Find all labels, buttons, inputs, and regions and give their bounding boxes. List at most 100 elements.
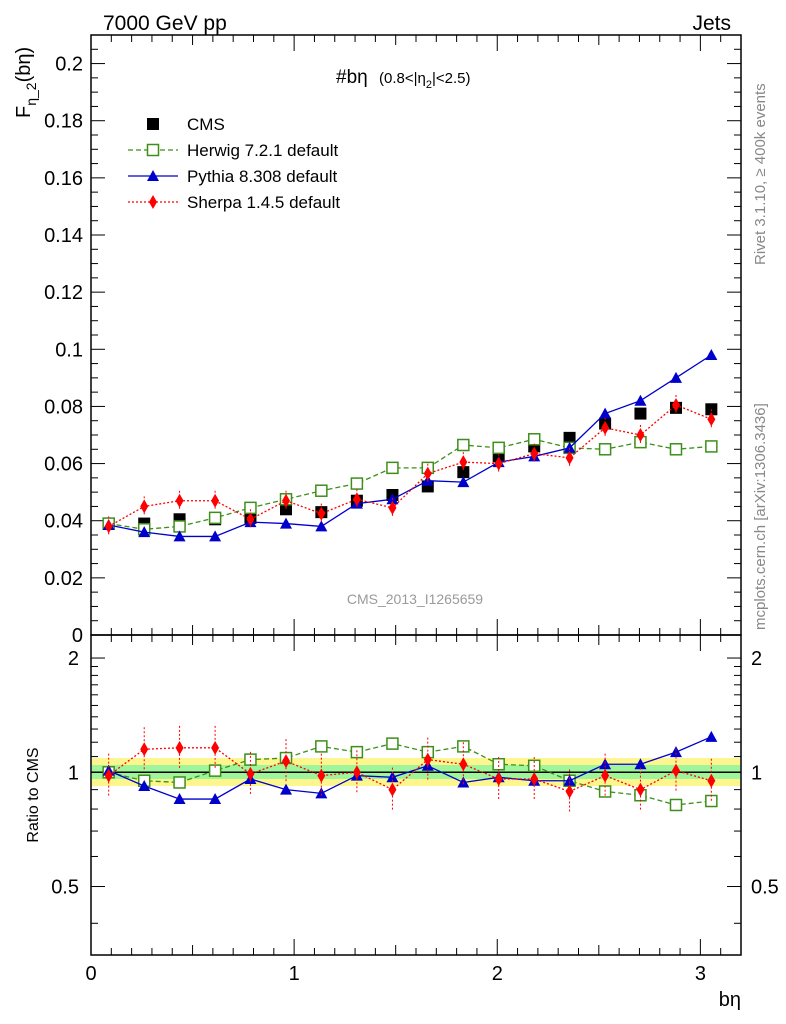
point-herwig-7-2-1-default [705, 440, 718, 453]
point-sherpa-1-4-5-default [388, 500, 397, 515]
point-cms [280, 503, 292, 516]
ratio-tick-label-left: 2 [68, 648, 79, 670]
point-pythia-8-308-default [315, 520, 328, 532]
point-sherpa-1-4-5-default [530, 446, 539, 461]
y-tick-label: 0.06 [44, 454, 83, 476]
ratio-point-herwig-7-2-1-default [208, 764, 222, 777]
x-tick-label: 3 [695, 963, 706, 985]
point-cms [563, 431, 576, 444]
legend-label-sherpa-1-4-5-default: Sherpa 1.4.5 default [187, 193, 340, 212]
ratio-point-herwig-7-2-1-default [244, 753, 257, 766]
ratio-point-herwig-7-2-1-default [315, 740, 328, 753]
ratio-point-sherpa-1-4-5-default [636, 782, 645, 797]
point-herwig-7-2-1-default [208, 511, 222, 525]
ratio-point-sherpa-1-4-5-default [707, 773, 716, 788]
ratio-line-sherpa-1-4-5-default [108, 747, 712, 793]
ratio-point-herwig-7-2-1-default [492, 757, 505, 771]
y-tick-label: 0.04 [44, 511, 83, 533]
legend-marker-sherpa-1-4-5-default [149, 195, 157, 209]
point-cms [634, 407, 647, 420]
y-tick-label: 0.14 [44, 225, 83, 247]
axes: 0 0.02 0.04 0.06 0.08 0.1 0.12 0.14 0.16 0.18 0.2 0… [44, 35, 779, 985]
point-sherpa-1-4-5-default [459, 455, 468, 470]
ratio-point-pythia-8-308-default [209, 793, 222, 805]
ratio-point-sherpa-1-4-5-default [565, 784, 574, 799]
ratio-point-sherpa-1-4-5-default [211, 740, 220, 755]
ratio-point-herwig-7-2-1-default [386, 737, 399, 750]
ratio-point-pythia-8-308-default [457, 776, 470, 788]
y-tick-label: 0.18 [44, 111, 83, 133]
ratio-point-herwig-7-2-1-default [705, 794, 718, 808]
y-axis-label: Fη_2(bη) [13, 47, 39, 118]
point-sherpa-1-4-5-default [423, 466, 432, 481]
ratio-point-sherpa-1-4-5-default [601, 768, 610, 783]
y-tick-label: 0.16 [44, 168, 83, 190]
ratio-point-pythia-8-308-default [315, 787, 328, 799]
ratio-point-sherpa-1-4-5-default [352, 765, 361, 780]
ratio-point-pythia-8-308-default [563, 774, 576, 786]
point-sherpa-1-4-5-default [317, 506, 326, 521]
point-herwig-7-2-1-default [492, 441, 505, 455]
y-axis-label-main: F [13, 106, 35, 118]
point-pythia-8-308-default [280, 517, 292, 529]
y-tick-label: 0 [72, 625, 83, 647]
legend-marker-cms [147, 118, 159, 130]
ratio-tick-label-right: 2 [751, 648, 762, 670]
ratio-point-sherpa-1-4-5-default [246, 766, 255, 781]
x-tick-label: 0 [85, 963, 96, 985]
y-tick-label: 0.2 [55, 54, 83, 76]
y-tick-label: 0.1 [55, 339, 83, 361]
mcplots-side-label: mcplots.cern.ch [arXiv:1306.3436] [752, 403, 769, 630]
ratio-point-sherpa-1-4-5-default [175, 740, 184, 755]
rivet-side-label: Rivet 3.1.10, ≥ 400k events [752, 83, 769, 265]
ratio-point-herwig-7-2-1-default [669, 798, 683, 812]
analysis-watermark: CMS_2013_I1265659 [347, 591, 483, 607]
header-process-label: Jets [692, 12, 731, 35]
ratio-point-sherpa-1-4-5-default [672, 763, 680, 778]
point-sherpa-1-4-5-default [140, 499, 149, 514]
point-herwig-7-2-1-default [244, 501, 257, 515]
point-sherpa-1-4-5-default [672, 398, 680, 412]
ratio-tick-label-left: 0.5 [51, 877, 79, 899]
point-herwig-7-2-1-default [315, 484, 328, 497]
plot-title-sub-tail: |<2.5) [432, 70, 471, 87]
ratio-point-sherpa-1-4-5-default [494, 772, 503, 787]
y-tick-label: 0.08 [44, 396, 83, 418]
point-sherpa-1-4-5-default [175, 493, 184, 508]
point-sherpa-1-4-5-default [282, 493, 290, 508]
point-sherpa-1-4-5-default [601, 420, 610, 435]
point-sherpa-1-4-5-default [104, 519, 113, 534]
y-tick-label: 0.02 [44, 568, 83, 590]
point-cms [457, 466, 470, 479]
point-sherpa-1-4-5-default [494, 456, 503, 471]
x-tick-label: 1 [289, 963, 300, 985]
series-line-herwig-7-2-1-default [108, 438, 712, 530]
ratio-line-pythia-8-308-default [108, 736, 712, 800]
legend-label-herwig-7-2-1-default: Herwig 7.2.1 default [187, 141, 338, 160]
ratio-point-pythia-8-308-default [670, 746, 682, 758]
point-pythia-8-308-default [599, 407, 612, 419]
ratio-point-sherpa-1-4-5-default [459, 757, 468, 772]
ratio-point-sherpa-1-4-5-default [282, 754, 290, 769]
point-herwig-7-2-1-default [457, 438, 470, 452]
point-herwig-7-2-1-default [598, 443, 612, 456]
point-pythia-8-308-default [563, 441, 576, 453]
ratio-tick-label-left: 1 [68, 762, 79, 784]
point-sherpa-1-4-5-default [211, 493, 220, 508]
point-sherpa-1-4-5-default [636, 428, 645, 442]
point-herwig-7-2-1-default [527, 433, 541, 446]
y-axis-label-sub: η_2 [23, 82, 39, 106]
ratio-point-pythia-8-308-default [705, 730, 718, 742]
plot-title-main: #bη [336, 67, 368, 88]
ratio-point-sherpa-1-4-5-default [423, 752, 432, 767]
ratio-tick-label-right: 1 [751, 762, 762, 784]
ratio-point-sherpa-1-4-5-default [104, 768, 113, 783]
ratio-point-pythia-8-308-default [280, 783, 292, 795]
ratio-point-pythia-8-308-default [173, 793, 186, 805]
point-herwig-7-2-1-default [386, 461, 399, 475]
ratio-tick-label-right: 0.5 [751, 877, 779, 899]
ratio-point-sherpa-1-4-5-default [317, 768, 326, 783]
y-axis-label-tail: (bη) [13, 47, 35, 83]
ratio-point-pythia-8-308-default [138, 780, 151, 792]
ratio-y-axis-label: Ratio to CMS [25, 747, 42, 842]
